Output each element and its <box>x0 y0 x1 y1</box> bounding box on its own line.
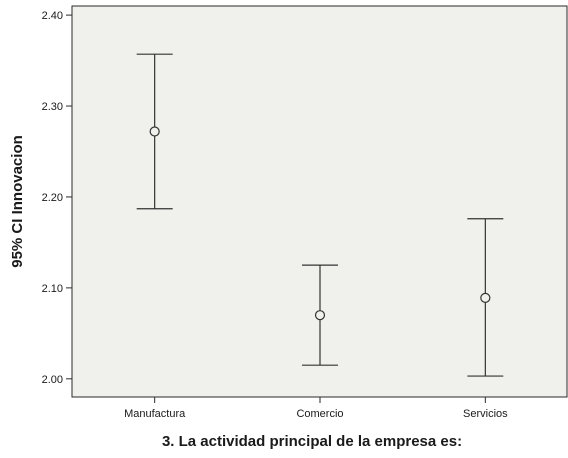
y-tick-label: 2.30 <box>42 101 63 113</box>
x-axis: Manufactura Comercio Servicios <box>124 397 508 420</box>
x-tick-label: Servicios <box>463 408 508 420</box>
y-axis: 2.00 2.10 2.20 2.30 2.40 <box>42 10 72 386</box>
y-tick-label: 2.20 <box>42 192 63 204</box>
x-tick-label: Comercio <box>296 408 343 420</box>
error-bar-servicios <box>467 218 504 377</box>
mean-point <box>149 126 160 137</box>
mean-point <box>480 292 491 303</box>
x-axis-title: 3. La actividad principal de la empresa … <box>162 433 462 450</box>
x-tick-label: Manufactura <box>124 408 186 420</box>
y-tick-label: 2.40 <box>42 10 63 22</box>
error-bar-manufactura <box>136 53 173 210</box>
y-tick-label: 2.10 <box>42 283 63 295</box>
error-bar-comercio <box>302 264 338 366</box>
y-axis-title: 95% CI Innovacion <box>9 135 26 268</box>
mean-point <box>314 310 326 321</box>
error-bars <box>136 53 504 377</box>
y-tick-label: 2.00 <box>42 374 63 386</box>
